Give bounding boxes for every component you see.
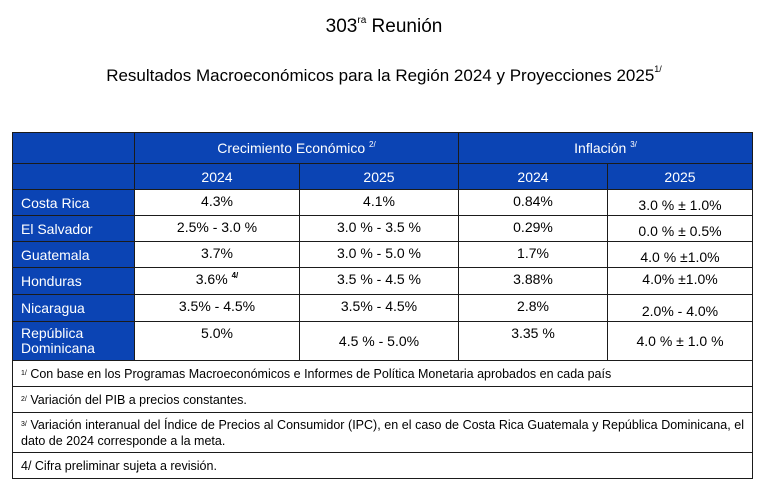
corner-cell [12, 163, 135, 190]
group-header-inflation: Inflación 3/ [458, 132, 753, 164]
footnote-row: 3/ Variación interanual del Índice de Pr… [12, 412, 753, 453]
growth-2024-cell: 2.5% - 3.0 % [134, 215, 300, 242]
inflation-2025-cell: 3.0 % ± 1.0% [607, 189, 753, 216]
country-cell: El Salvador [12, 215, 135, 242]
preliminary-ref: 4/ [231, 271, 239, 280]
inflation-2024-cell: 0.29% [458, 215, 608, 242]
year-header: 2024 [458, 163, 608, 190]
footnote-row: 1/ Con base en los Programas Macroeconóm… [12, 360, 753, 387]
table-row: Costa Rica 4.3% 4.1% 0.84% 3.0 % ± 1.0% [12, 189, 753, 216]
table-row: Guatemala 3.7% 3.0 % - 5.0 % 1.7% 4.0 % … [12, 241, 753, 268]
inflation-2024-cell: 1.7% [458, 241, 608, 268]
year-header: 2025 [607, 163, 753, 190]
growth-2025-cell: 3.0 % - 5.0 % [299, 241, 459, 268]
inflation-2025-cell: 4.0% ±1.0% [607, 267, 753, 295]
meeting-number: 303 [325, 16, 358, 37]
group-header-growth: Crecimiento Económico 2/ [134, 132, 459, 164]
inflation-2024-cell: 3.35 % [458, 321, 608, 361]
title-text: Resultados Macroeconómicos para la Regió… [106, 66, 655, 85]
country-cell: Honduras [12, 267, 135, 295]
footnote: 4/ Cifra preliminar sujeta a revisión. [12, 452, 753, 479]
year-header: 2025 [299, 163, 459, 190]
growth-2025-cell: 3.5 % - 4.5 % [299, 267, 459, 295]
inflation-2025-cell: 2.0% - 4.0% [607, 294, 753, 322]
corner-cell [12, 132, 135, 164]
footnote-row: 2/ Variación del PIB a precios constante… [12, 386, 753, 413]
country-cell: Nicaragua [12, 294, 135, 322]
table-row: El Salvador 2.5% - 3.0 % 3.0 % - 3.5 % 0… [12, 215, 753, 242]
footnote: 3/ Variación interanual del Índice de Pr… [12, 412, 753, 453]
growth-2024-cell: 5.0% [134, 321, 300, 361]
growth-2025-cell: 4.1% [299, 189, 459, 216]
growth-2024-cell: 3.5% - 4.5% [134, 294, 300, 322]
inflation-2024-cell: 2.8% [458, 294, 608, 322]
growth-2025-cell: 3.0 % - 3.5 % [299, 215, 459, 242]
meeting-word: Reunión [371, 16, 443, 37]
footnote: 1/ Con base en los Programas Macroeconóm… [12, 360, 753, 387]
title-ref: 1/ [654, 64, 662, 74]
inflation-2025-cell: 0.0 % ± 0.5% [607, 215, 753, 242]
year-header-row: 2024 2025 2024 2025 [12, 163, 753, 190]
table-row: Honduras 3.6% 4/ 3.5 % - 4.5 % 3.88% 4.0… [12, 267, 753, 295]
footnote: 2/ Variación del PIB a precios constante… [12, 386, 753, 413]
footnote-row: 4/ Cifra preliminar sujeta a revisión. [12, 452, 753, 479]
page-title: Resultados Macroeconómicos para la Regió… [0, 64, 768, 86]
group-header-row: Crecimiento Económico 2/ Inflación 3/ [12, 132, 753, 164]
country-cell: República Dominicana [12, 321, 135, 361]
meeting-suffix: ra [357, 15, 367, 26]
growth-2025-cell: 3.5% - 4.5% [299, 294, 459, 322]
growth-2025-cell: 4.5 % - 5.0% [299, 321, 459, 361]
growth-2024-cell: 4.3% [134, 189, 300, 216]
table-row: República Dominicana 5.0% 4.5 % - 5.0% 3… [12, 321, 753, 361]
country-cell: Guatemala [12, 241, 135, 268]
country-cell: Costa Rica [12, 189, 135, 216]
growth-2024-cell: 3.6% 4/ [134, 267, 300, 295]
results-table: Crecimiento Económico 2/ Inflación 3/ 20… [12, 132, 753, 479]
year-header: 2024 [134, 163, 300, 190]
table-row: Nicaragua 3.5% - 4.5% 3.5% - 4.5% 2.8% 2… [12, 294, 753, 322]
growth-2024-cell: 3.7% [134, 241, 300, 268]
inflation-2025-cell: 4.0 % ± 1.0 % [607, 321, 753, 361]
inflation-2024-cell: 3.88% [458, 267, 608, 295]
meeting-heading: 303ra Reunión [0, 15, 768, 38]
inflation-2024-cell: 0.84% [458, 189, 608, 216]
inflation-2025-cell: 4.0 % ±1.0% [607, 241, 753, 268]
